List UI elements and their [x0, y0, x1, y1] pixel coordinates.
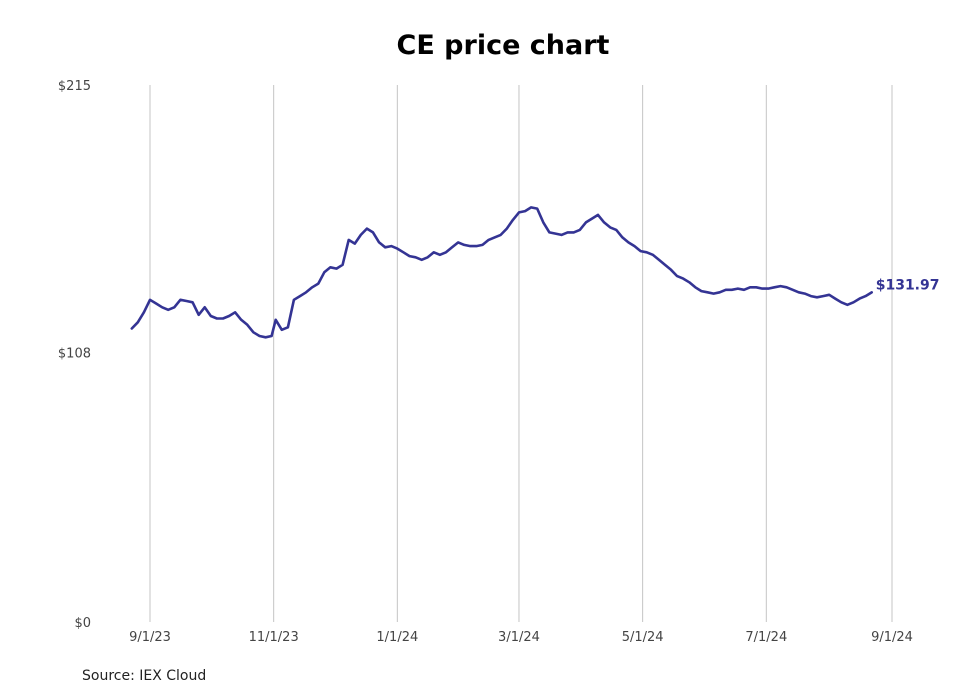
y-axis-ticks: $0 $108 $215: [58, 79, 91, 631]
price-line: [130, 206, 874, 339]
last-price-label: $131.97: [876, 277, 940, 293]
x-tick-label: 9/1/23: [129, 630, 171, 645]
y-tick-label: $108: [58, 346, 91, 361]
x-tick-label: 3/1/24: [498, 630, 540, 645]
y-tick-label: $0: [74, 616, 91, 631]
x-tick-label: 9/1/24: [871, 630, 913, 645]
chart-title: CE price chart: [396, 30, 610, 61]
x-tick-label: 11/1/23: [249, 630, 299, 645]
x-tick-label: 1/1/24: [376, 630, 418, 645]
x-axis-ticks: 9/1/23 11/1/23 1/1/24 3/1/24 5/1/24 7/1/24 9/1…: [129, 630, 913, 645]
y-tick-label: $215: [58, 79, 91, 94]
x-tick-label: 7/1/24: [745, 630, 787, 645]
grid-lines: [149, 85, 893, 622]
price-series: [130, 206, 874, 339]
x-tick-label: 5/1/24: [622, 630, 664, 645]
source-note: Source: IEX Cloud: [82, 668, 207, 684]
